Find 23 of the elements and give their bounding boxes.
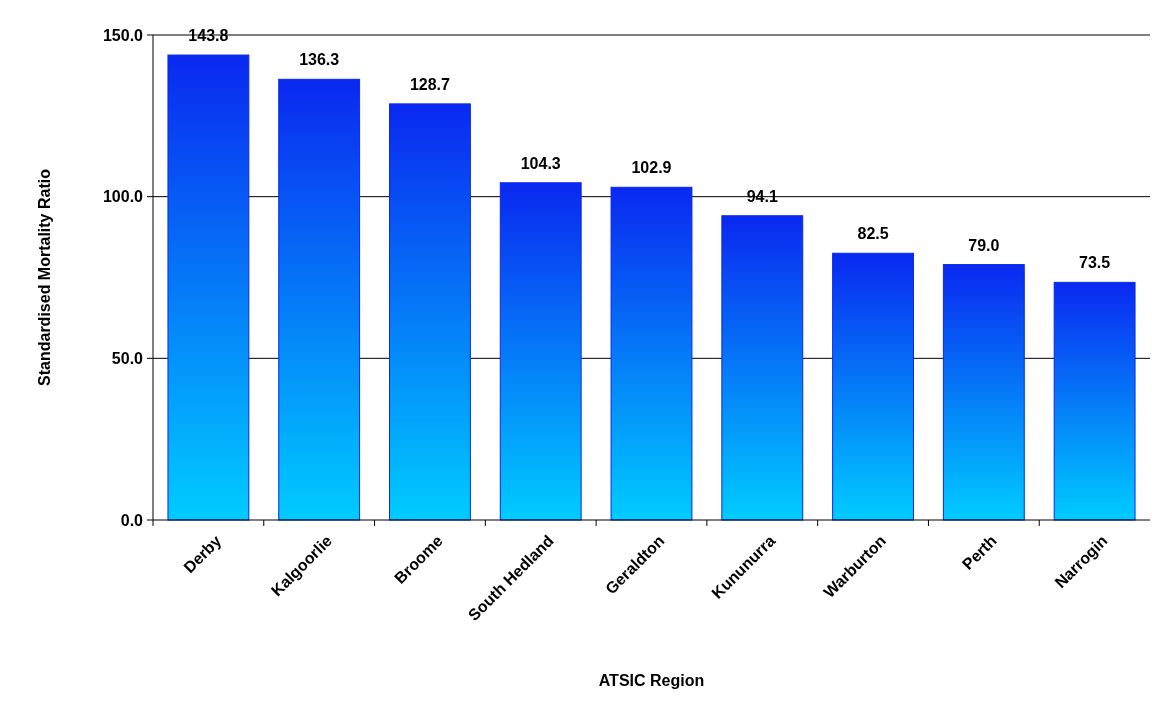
bar	[832, 252, 914, 521]
data-label: 143.8	[188, 27, 229, 45]
y-tick-label: 100.0	[102, 188, 144, 206]
data-label: 136.3	[299, 51, 340, 69]
bar	[942, 264, 1025, 521]
data-label: 102.9	[631, 159, 672, 177]
data-label: 128.7	[409, 75, 451, 93]
bar	[278, 78, 361, 521]
x-axis-title: ATSIC Region	[598, 672, 705, 689]
data-label: 79.0	[968, 236, 1000, 254]
bar	[1053, 281, 1136, 521]
data-label: 104.3	[520, 154, 561, 172]
bar	[499, 182, 582, 521]
data-label: 82.5	[857, 225, 889, 243]
y-tick-label: 50.0	[111, 349, 144, 367]
y-axis-title: Standardised Mortality Ratio	[36, 168, 53, 386]
y-tick-label: 0.0	[120, 511, 144, 529]
data-label: 73.5	[1079, 254, 1111, 272]
bar	[721, 215, 804, 521]
bar	[167, 54, 250, 521]
bar	[610, 186, 693, 521]
y-tick-label: 150.0	[102, 26, 144, 44]
bar	[389, 103, 471, 521]
